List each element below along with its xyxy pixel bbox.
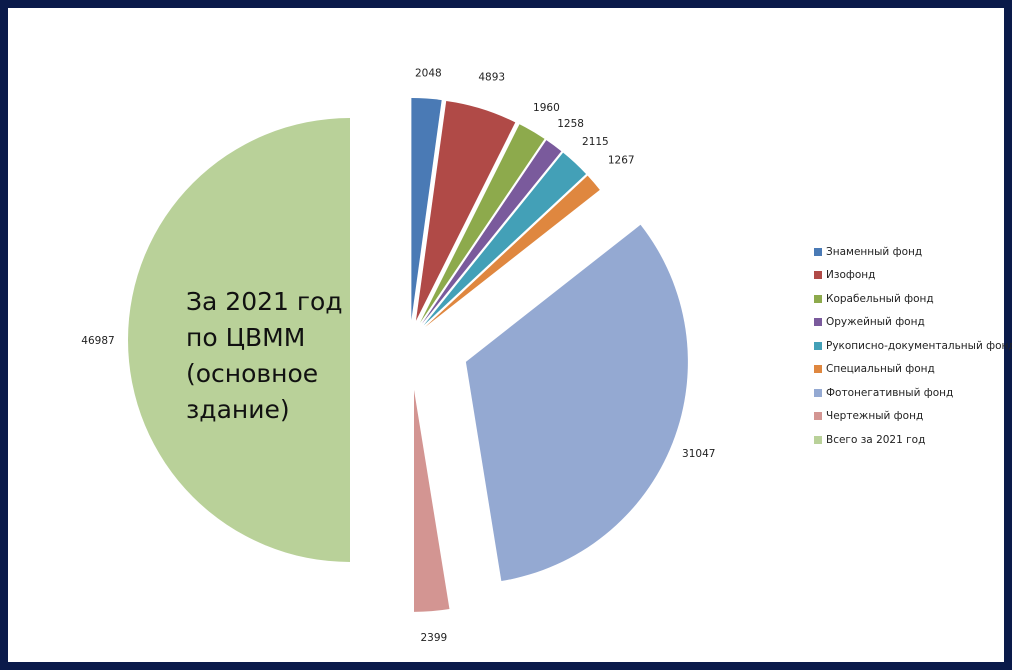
- chart-legend: Знаменный фонд Изофонд Корабельный фонд Ору…: [814, 240, 1012, 452]
- legend-swatch: [814, 388, 822, 397]
- legend-item: Чертежный фонд: [814, 405, 1012, 429]
- legend-swatch: [814, 271, 822, 280]
- legend-swatch: [814, 365, 822, 374]
- pie-slice: [465, 224, 688, 581]
- slice-value-label: 2048: [415, 68, 442, 80]
- legend-label: Чертежный фонд: [826, 410, 924, 423]
- pie-slice: [414, 389, 450, 612]
- legend-label: Всего за 2021 год: [826, 433, 926, 446]
- legend-label: Рукописно-документальный фонд: [826, 339, 1012, 352]
- legend-label: Специальный фонд: [826, 363, 935, 376]
- legend-item: Изофонд: [814, 264, 1012, 288]
- slice-value-label: 1267: [608, 154, 635, 166]
- pie-chart: 2048 4893 1960 1258 2115 1267 31047 2399 46987: [81, 68, 715, 644]
- chart-center-caption: За 2021 год по ЦВММ (основное здание): [186, 287, 343, 424]
- legend-item: Всего за 2021 год: [814, 428, 1012, 452]
- slice-value-label: 1258: [557, 118, 584, 130]
- pie-slice: [420, 124, 545, 323]
- legend-label: Фотонегативный фонд: [826, 386, 954, 399]
- legend-swatch: [814, 412, 822, 421]
- legend-item: Знаменный фонд: [814, 240, 1012, 264]
- slice-value-label: 1960: [533, 102, 560, 114]
- legend-label: Знаменный фонд: [826, 245, 923, 258]
- legend-item: Оружейный фонд: [814, 311, 1012, 335]
- pie-slice: [423, 152, 587, 326]
- legend-swatch: [814, 318, 822, 327]
- legend-label: Оружейный фонд: [826, 316, 925, 329]
- pie-slice: [128, 118, 350, 562]
- slice-value-label: 2115: [582, 136, 609, 148]
- chart-frame: 2048 4893 1960 1258 2115 1267 31047 2399 46987 З…: [8, 8, 1012, 662]
- legend-swatch: [814, 247, 822, 256]
- legend-item: Специальный фонд: [814, 358, 1012, 382]
- legend-swatch: [814, 294, 822, 303]
- legend-swatch: [814, 435, 822, 444]
- pie-slice: [415, 100, 516, 321]
- pie-slice: [421, 140, 562, 324]
- legend-item: Рукописно-документальный фонд: [814, 334, 1012, 358]
- slice-value-label: 31047: [682, 448, 715, 460]
- legend-swatch: [814, 341, 822, 350]
- slice-value-label: 2399: [421, 632, 448, 644]
- legend-item: Корабельный фонд: [814, 287, 1012, 311]
- pie-slice: [425, 175, 600, 327]
- legend-item: Фотонегативный фонд: [814, 381, 1012, 405]
- slice-value-label: 4893: [478, 71, 505, 83]
- legend-label: Изофонд: [826, 269, 876, 282]
- pie-slice: [411, 98, 442, 321]
- legend-label: Корабельный фонд: [826, 292, 934, 305]
- slice-value-label: 46987: [81, 335, 114, 347]
